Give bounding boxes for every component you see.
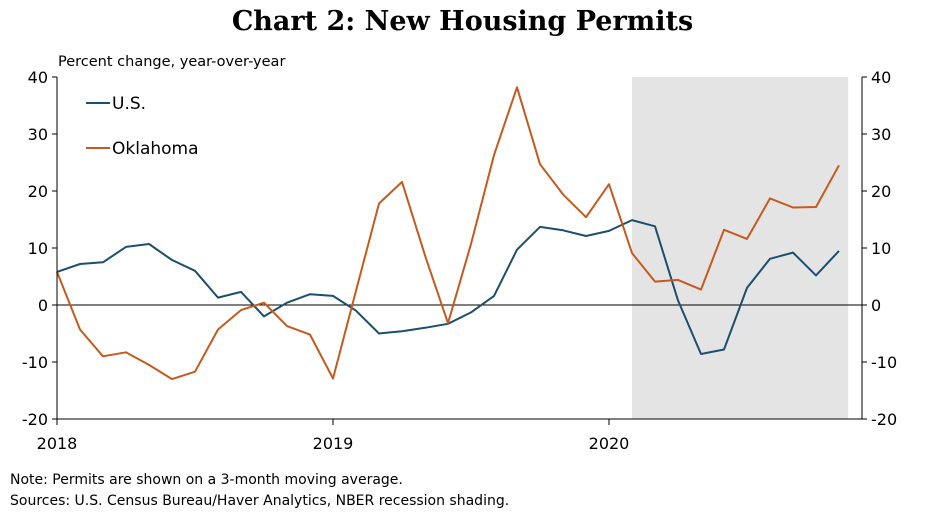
y-tick-label-right: 30 [871, 125, 891, 144]
y-tick-label-right: 40 [871, 68, 891, 87]
y-tick-label-left: -10 [22, 353, 48, 372]
x-tick-label: 2020 [589, 434, 630, 453]
y-tick-label-left: 10 [28, 239, 48, 258]
y-tick-label-left: 40 [28, 68, 48, 87]
sources-text: Sources: U.S. Census Bureau/Haver Analyt… [10, 493, 510, 509]
series-line-oklahoma [56, 86, 840, 381]
y-tick-label-left: 20 [28, 182, 48, 201]
legend-label: Oklahoma [112, 139, 199, 159]
note-text: Note: Permits are shown on a 3-month mov… [10, 472, 403, 488]
y-axis-label: Percent change, year-over-year [58, 54, 286, 70]
y-tick-label-left: 30 [28, 125, 48, 144]
x-tick-label: 2018 [37, 434, 78, 453]
y-tick-label-right: 20 [871, 182, 891, 201]
y-tick-label-right: -20 [871, 410, 897, 429]
chart-notes: Note: Permits are shown on a 3-month mov… [10, 470, 509, 512]
chart-title: Chart 2: New Housing Permits [231, 6, 694, 37]
y-tick-label-right: -10 [871, 353, 897, 372]
y-tick-label-right: 10 [871, 239, 891, 258]
y-tick-label-left: -20 [22, 410, 48, 429]
y-tick-label-left: 0 [38, 296, 48, 315]
recession-shading [632, 77, 849, 419]
y-tick-label-right: 0 [871, 296, 881, 315]
legend-label: U.S. [112, 94, 146, 114]
x-tick-label: 2019 [313, 434, 354, 453]
